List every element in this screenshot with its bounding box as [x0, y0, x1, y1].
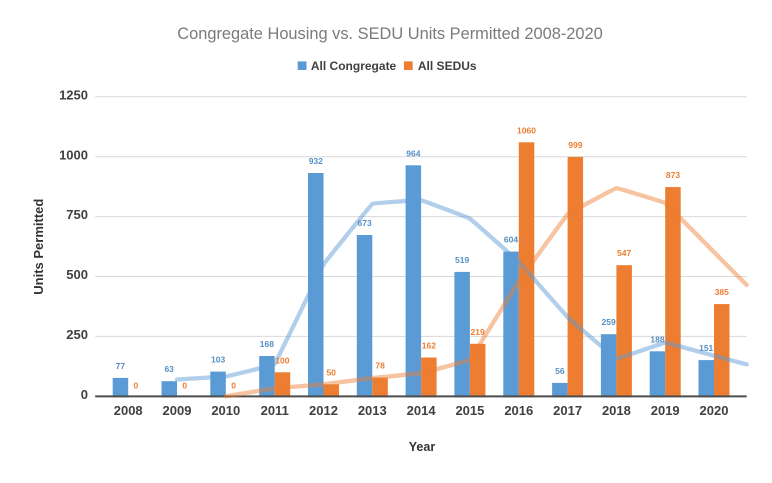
svg-text:Congregate Housing vs. SEDU Un: Congregate Housing vs. SEDU Units Permit… [177, 25, 602, 43]
svg-text:873: 873 [666, 170, 680, 180]
svg-text:77: 77 [116, 361, 126, 371]
svg-text:0: 0 [81, 387, 88, 402]
svg-text:2016: 2016 [504, 403, 533, 418]
svg-text:2010: 2010 [211, 403, 240, 418]
svg-text:604: 604 [504, 235, 518, 245]
svg-text:547: 547 [617, 248, 631, 258]
svg-text:385: 385 [715, 287, 729, 297]
svg-text:2019: 2019 [651, 403, 680, 418]
svg-text:1060: 1060 [517, 125, 536, 135]
svg-text:Year: Year [409, 440, 436, 454]
svg-text:63: 63 [164, 364, 174, 374]
svg-text:All SEDUs: All SEDUs [418, 59, 477, 73]
svg-text:1000: 1000 [59, 147, 88, 162]
svg-text:2012: 2012 [309, 403, 338, 418]
svg-text:0: 0 [231, 381, 236, 391]
svg-text:519: 519 [455, 255, 469, 265]
svg-text:259: 259 [602, 317, 616, 327]
svg-text:2014: 2014 [407, 403, 437, 418]
svg-text:Units Permitted: Units Permitted [31, 199, 46, 295]
svg-text:2011: 2011 [261, 403, 289, 418]
svg-text:2017: 2017 [553, 403, 582, 418]
svg-text:999: 999 [568, 140, 582, 150]
svg-text:500: 500 [66, 267, 88, 282]
svg-text:2008: 2008 [114, 403, 143, 418]
svg-text:50: 50 [326, 367, 336, 377]
svg-text:100: 100 [275, 355, 289, 365]
svg-text:219: 219 [471, 327, 485, 337]
svg-text:673: 673 [358, 218, 372, 228]
svg-text:151: 151 [699, 343, 713, 353]
svg-text:2015: 2015 [455, 403, 484, 418]
svg-text:All Congregate: All Congregate [311, 59, 397, 73]
svg-text:0: 0 [182, 381, 187, 391]
svg-text:2020: 2020 [700, 403, 729, 418]
svg-text:56: 56 [555, 366, 565, 376]
svg-text:2009: 2009 [163, 403, 192, 418]
svg-text:188: 188 [650, 334, 664, 344]
svg-text:2013: 2013 [358, 403, 387, 418]
svg-text:78: 78 [375, 361, 385, 371]
svg-text:250: 250 [66, 327, 88, 342]
svg-text:162: 162 [422, 341, 436, 351]
svg-text:1250: 1250 [59, 87, 88, 102]
svg-text:0: 0 [134, 381, 139, 391]
svg-text:932: 932 [309, 156, 323, 166]
svg-text:103: 103 [211, 355, 225, 365]
svg-text:750: 750 [66, 207, 88, 222]
svg-text:2018: 2018 [602, 403, 631, 418]
svg-text:168: 168 [260, 339, 274, 349]
svg-text:964: 964 [406, 148, 420, 158]
